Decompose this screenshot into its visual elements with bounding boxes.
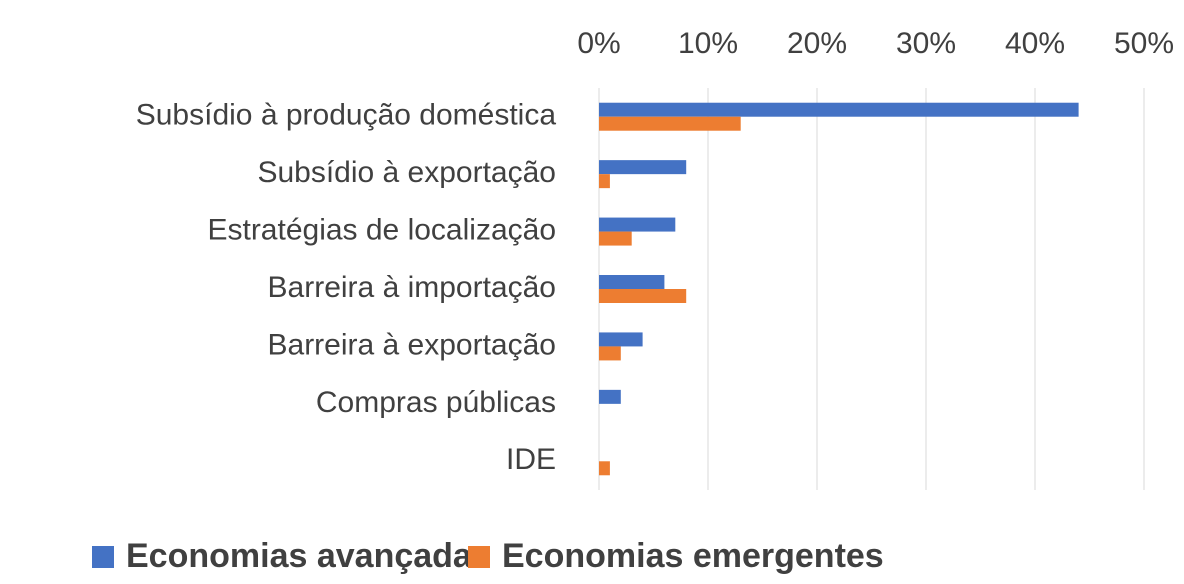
bar — [599, 160, 687, 175]
y-tick-label: IDE — [506, 443, 556, 476]
y-tick-label: Barreira à exportação — [268, 328, 557, 361]
legend-swatch — [468, 546, 490, 568]
bar — [599, 461, 610, 476]
bar — [599, 275, 665, 289]
legend-label: Economias emergentes — [502, 537, 884, 575]
x-tick-label: 20% — [787, 27, 847, 60]
x-tick-label: 0% — [577, 27, 620, 60]
x-tick-label: 50% — [1114, 27, 1174, 60]
bar — [599, 332, 643, 347]
bar — [599, 231, 632, 246]
y-tick-label: Estratégias de localização — [207, 213, 556, 246]
bar — [599, 116, 741, 131]
bar — [599, 289, 687, 303]
y-tick-label: Subsídio à exportação — [257, 156, 556, 189]
y-tick-label: Barreira à importação — [268, 271, 556, 304]
bar — [599, 389, 621, 404]
bar — [599, 174, 610, 189]
bar — [599, 102, 1079, 117]
legend-swatch — [92, 546, 114, 568]
y-tick-label: Subsídio à produção doméstica — [136, 99, 557, 132]
y-tick-label: Compras públicas — [316, 386, 556, 419]
bar — [599, 346, 621, 361]
bar — [599, 217, 676, 232]
legend-label: Economias avançadas — [126, 537, 491, 575]
x-tick-label: 40% — [1005, 27, 1065, 60]
x-tick-label: 30% — [896, 27, 956, 60]
x-tick-label: 10% — [678, 27, 738, 60]
